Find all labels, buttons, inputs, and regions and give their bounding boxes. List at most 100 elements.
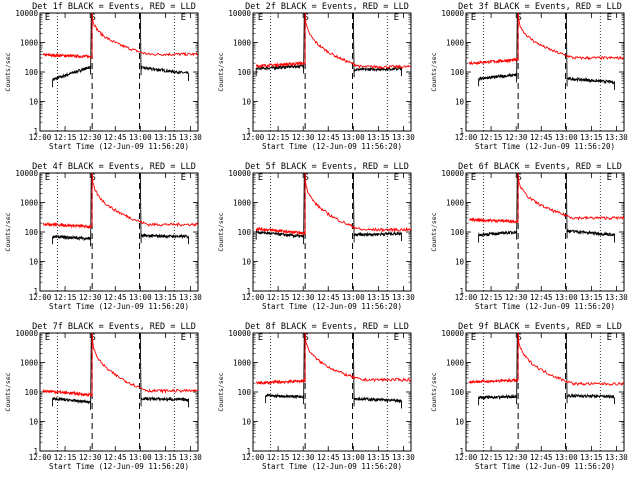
x-tick-label: 12:00 bbox=[455, 133, 478, 142]
y-tick-label: 10 bbox=[242, 418, 252, 427]
events-series-line bbox=[255, 13, 305, 77]
x-tick-label: 12:15 bbox=[267, 133, 290, 142]
y-tick-label: 1000 bbox=[20, 199, 39, 208]
event-marker-label: E bbox=[607, 13, 612, 23]
y-tick-label: 100 bbox=[450, 388, 464, 397]
y-tick-label: 10000 bbox=[441, 169, 464, 178]
x-tick-label: 12:00 bbox=[29, 293, 52, 302]
y-tick-label: 1000 bbox=[20, 39, 39, 48]
x-tick-label: 13:30 bbox=[179, 133, 202, 142]
x-tick-label: 12:30 bbox=[292, 453, 315, 462]
x-tick-label: 12:30 bbox=[79, 133, 102, 142]
y-tick-label: 10000 bbox=[441, 329, 464, 338]
x-tick-label: 12:45 bbox=[317, 133, 340, 142]
x-axis-label: Start Time (12-Jun-09 11:56:20) bbox=[475, 462, 615, 471]
x-tick-label: 12:00 bbox=[242, 453, 265, 462]
x-tick-label: 13:15 bbox=[367, 453, 390, 462]
x-tick-label: 12:45 bbox=[104, 133, 127, 142]
detector-panel: Det 9f BLACK = Events, RED = LLD 1 10 100 10… bbox=[426, 320, 639, 480]
y-tick-label: 1000 bbox=[446, 199, 465, 208]
lld-series-line bbox=[469, 13, 519, 66]
lld-series-line bbox=[255, 173, 306, 236]
event-marker-label: E bbox=[394, 173, 399, 183]
plot-frame bbox=[465, 12, 625, 132]
chart-title: Det 1f BLACK = Events, RED = LLD bbox=[32, 2, 196, 12]
event-marker-label: E bbox=[258, 333, 263, 343]
y-axis-label: Counts/sec bbox=[4, 372, 12, 411]
y-tick-label: 10000 bbox=[441, 9, 464, 18]
x-tick-label: 12:15 bbox=[480, 293, 503, 302]
lld-series-line bbox=[42, 333, 93, 398]
x-tick-label: 13:00 bbox=[555, 453, 578, 462]
event-marker-label: E bbox=[45, 333, 50, 343]
x-axis-label: Start Time (12-Jun-09 11:56:20) bbox=[475, 302, 615, 311]
y-tick-label: 1000 bbox=[233, 359, 252, 368]
x-tick-label: 13:15 bbox=[580, 453, 603, 462]
chart-title: Det 8f BLACK = Events, RED = LLD bbox=[245, 322, 409, 332]
x-tick-label: 12:30 bbox=[292, 293, 315, 302]
x-tick-label: 13:30 bbox=[605, 293, 628, 302]
y-tick-label: 100 bbox=[237, 68, 251, 77]
x-tick-label: 12:30 bbox=[79, 293, 102, 302]
lld-series-line bbox=[468, 333, 519, 384]
events-series-line bbox=[565, 173, 615, 243]
chart-svg: Det 8f BLACK = Events, RED = LLD 1 10 100 10… bbox=[217, 322, 415, 471]
event-marker-label: S bbox=[304, 13, 309, 23]
x-axis-label: Start Time (12-Jun-09 11:56:20) bbox=[262, 302, 402, 311]
event-marker-label: S bbox=[304, 333, 309, 343]
lld-series-line bbox=[91, 173, 198, 228]
x-tick-label: 12:15 bbox=[54, 133, 77, 142]
detector-panel: Det 5f BLACK = Events, RED = LLD 1 10 100 10… bbox=[213, 160, 426, 320]
lld-series-line bbox=[304, 333, 411, 383]
y-axis-label: Counts/sec bbox=[4, 212, 12, 251]
events-series-line bbox=[478, 333, 518, 406]
x-tick-label: 13:30 bbox=[605, 133, 628, 142]
y-tick-label: 1000 bbox=[446, 39, 465, 48]
event-marker-label: E bbox=[181, 173, 186, 183]
x-tick-label: 12:00 bbox=[29, 133, 52, 142]
x-tick-label: 12:30 bbox=[505, 133, 528, 142]
x-axis-label: Start Time (12-Jun-09 11:56:20) bbox=[49, 462, 189, 471]
x-tick-label: 13:30 bbox=[392, 293, 415, 302]
x-axis-label: Start Time (12-Jun-09 11:56:20) bbox=[262, 142, 402, 151]
x-tick-label: 12:30 bbox=[505, 293, 528, 302]
y-tick-label: 100 bbox=[24, 68, 38, 77]
y-axis-label: Counts/sec bbox=[217, 212, 225, 251]
y-tick-label: 10000 bbox=[228, 169, 251, 178]
chart-title: Det 7f BLACK = Events, RED = LLD bbox=[32, 322, 196, 332]
chart-title: Det 9f BLACK = Events, RED = LLD bbox=[458, 322, 622, 332]
x-tick-label: 13:00 bbox=[555, 293, 578, 302]
y-tick-label: 10 bbox=[29, 258, 39, 267]
chart-title: Det 2f BLACK = Events, RED = LLD bbox=[245, 2, 409, 12]
detector-panel: Det 6f BLACK = Events, RED = LLD 1 10 100 10… bbox=[426, 160, 639, 320]
plot-frame bbox=[252, 332, 412, 452]
y-tick-label: 1 bbox=[246, 127, 251, 136]
y-tick-label: 100 bbox=[450, 68, 464, 77]
event-marker-label: E bbox=[45, 13, 50, 23]
events-series-line bbox=[139, 333, 189, 408]
x-tick-label: 13:30 bbox=[179, 293, 202, 302]
x-tick-label: 12:00 bbox=[242, 133, 265, 142]
chart-svg: Det 4f BLACK = Events, RED = LLD 1 10 100 10… bbox=[4, 162, 202, 311]
chart-title: Det 3f BLACK = Events, RED = LLD bbox=[458, 2, 622, 12]
events-series-line bbox=[52, 173, 92, 247]
y-tick-label: 100 bbox=[24, 388, 38, 397]
event-marker-label: E bbox=[471, 333, 476, 343]
event-marker-label: S bbox=[91, 13, 96, 23]
y-tick-label: 1 bbox=[459, 447, 464, 456]
x-tick-label: 12:30 bbox=[79, 453, 102, 462]
chart-svg: Det 1f BLACK = Events, RED = LLD 1 10 100 10… bbox=[4, 2, 202, 151]
y-tick-label: 10 bbox=[242, 258, 252, 267]
events-series-line bbox=[352, 13, 402, 78]
events-series-line bbox=[565, 13, 615, 90]
y-tick-label: 10 bbox=[455, 98, 465, 107]
y-tick-label: 1 bbox=[33, 127, 38, 136]
chart-svg: Det 9f BLACK = Events, RED = LLD 1 10 100 10… bbox=[430, 322, 628, 471]
event-marker-label: E bbox=[471, 13, 476, 23]
y-tick-label: 1000 bbox=[233, 199, 252, 208]
chart-svg: Det 5f BLACK = Events, RED = LLD 1 10 100 10… bbox=[217, 162, 415, 311]
x-tick-label: 13:00 bbox=[129, 133, 152, 142]
y-tick-label: 10000 bbox=[15, 329, 38, 338]
detector-panel: Det 2f BLACK = Events, RED = LLD 1 10 100 10… bbox=[213, 0, 426, 160]
lld-series-line bbox=[517, 333, 624, 387]
